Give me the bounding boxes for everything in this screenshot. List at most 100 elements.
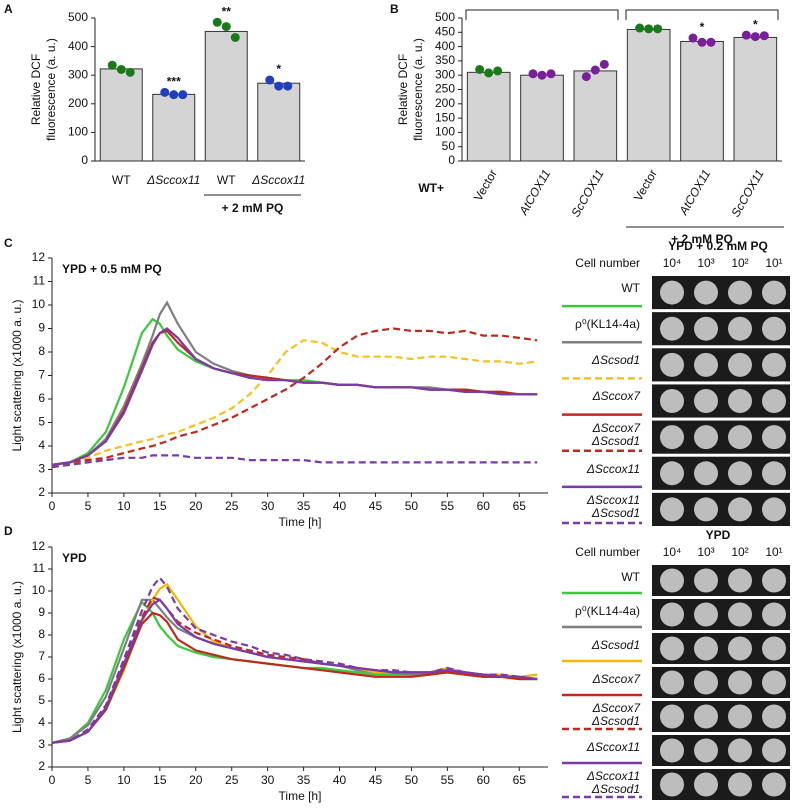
bar xyxy=(680,40,724,162)
legend-label: ΔSccox7 ΔScsod1 xyxy=(591,420,640,448)
x-tick-label: 65 xyxy=(513,499,527,513)
spot xyxy=(728,602,752,627)
spot xyxy=(762,461,786,486)
data-point xyxy=(590,65,600,75)
series-line xyxy=(51,339,538,469)
y-tick-label: 6 xyxy=(38,671,45,685)
panel-letter: B xyxy=(390,2,399,16)
y-tick-label: 100 xyxy=(68,125,88,139)
y-tick-label: 2 xyxy=(38,485,45,499)
spot xyxy=(694,389,718,413)
data-point xyxy=(493,66,503,76)
bracket xyxy=(625,9,779,20)
spot xyxy=(694,738,718,763)
spot xyxy=(762,738,786,763)
y-tick-label: 0 xyxy=(448,153,455,167)
bar xyxy=(257,82,301,162)
spot xyxy=(728,772,752,797)
spot xyxy=(694,461,718,486)
spot xyxy=(728,704,752,729)
dilution-label: 10¹ xyxy=(765,545,782,559)
data-point xyxy=(688,33,698,43)
data-point xyxy=(653,24,663,34)
x-tick-label: 55 xyxy=(441,773,455,787)
data-point xyxy=(230,32,240,42)
spot xyxy=(694,425,718,450)
data-point xyxy=(283,81,293,91)
dilution-label: 10² xyxy=(731,545,748,559)
x-tick-label: WT xyxy=(112,173,131,187)
bar xyxy=(466,71,511,162)
spot xyxy=(762,425,786,450)
x-tick-label: 15 xyxy=(153,499,167,513)
x-tick-label: 15 xyxy=(153,773,167,787)
x-tick-label: 25 xyxy=(225,773,239,787)
y-tick-label: 5 xyxy=(38,693,45,707)
spot xyxy=(694,772,718,797)
series-line xyxy=(51,598,538,744)
spot xyxy=(660,636,684,661)
data-point xyxy=(528,69,538,79)
spot xyxy=(660,602,684,627)
x-tick-label: ΔSccox11 xyxy=(251,173,305,187)
y-tick-label: 7 xyxy=(38,649,45,663)
spot xyxy=(694,670,718,695)
legend-label: ΔSccox11 xyxy=(586,740,640,754)
panel-letter: A xyxy=(4,2,13,16)
bar xyxy=(573,70,618,162)
y-tick-label: 4 xyxy=(38,715,45,729)
spot-row-label: Cell number xyxy=(575,545,640,559)
spot xyxy=(728,636,752,661)
x-tick-label: ΔSccox11 xyxy=(146,173,200,187)
dilution-label: 10³ xyxy=(697,545,714,559)
spot xyxy=(728,352,752,377)
x-tick-label: 0 xyxy=(49,499,56,513)
spot xyxy=(694,636,718,661)
panel-letter: C xyxy=(4,236,13,250)
significance-label: ** xyxy=(222,4,232,18)
y-tick-label: 3 xyxy=(38,462,45,476)
legend-label: WT xyxy=(621,281,640,295)
data-point xyxy=(116,64,126,74)
y-tick-label: 11 xyxy=(33,561,46,575)
dilution-label: 10³ xyxy=(697,256,714,270)
spot xyxy=(660,389,684,413)
data-point xyxy=(741,30,751,40)
y-tick-label: 300 xyxy=(435,67,455,81)
x-tick-label: 60 xyxy=(477,773,491,787)
y-tick-label: 6 xyxy=(38,391,45,405)
y-axis-label: fluorescence (a. u.) xyxy=(44,38,58,141)
annotation: WT+ xyxy=(418,181,444,195)
y-tick-label: 7 xyxy=(38,368,45,382)
x-axis-label: Time [h] xyxy=(279,515,322,529)
series-line xyxy=(51,329,538,466)
spot xyxy=(694,602,718,627)
y-axis-label: fluorescence (a. u.) xyxy=(411,38,425,141)
spot xyxy=(762,568,786,593)
x-tick-label: 55 xyxy=(441,499,455,513)
data-point xyxy=(750,32,760,42)
dilution-label: 10² xyxy=(731,256,748,270)
x-tick-label: 50 xyxy=(405,773,419,787)
x-tick-label: Vector xyxy=(471,167,500,203)
y-tick-label: 100 xyxy=(435,125,455,139)
spot xyxy=(762,670,786,695)
spot xyxy=(728,280,752,305)
y-tick-label: 4 xyxy=(38,438,45,452)
spot xyxy=(660,497,684,522)
x-tick-label: 50 xyxy=(405,499,419,513)
spot xyxy=(728,461,752,486)
dilution-label: 10⁴ xyxy=(663,545,682,559)
y-axis-label: Light scattering (x1000 a. u.) xyxy=(10,581,24,733)
data-point xyxy=(484,68,494,78)
y-tick-label: 10 xyxy=(32,297,46,311)
data-point xyxy=(546,69,556,79)
spot-title: YPD xyxy=(706,528,731,542)
x-tick-label: 5 xyxy=(85,773,92,787)
x-tick-label: 35 xyxy=(297,499,311,513)
spot xyxy=(694,280,718,305)
spot xyxy=(660,280,684,305)
data-point xyxy=(274,81,284,91)
